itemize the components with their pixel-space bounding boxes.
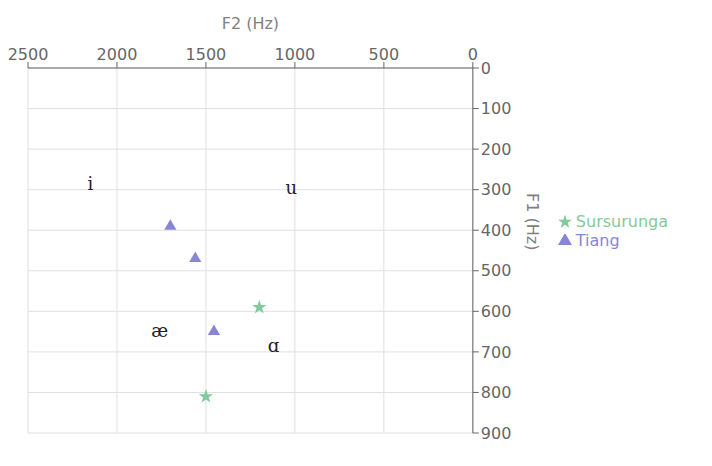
svg-text:0: 0 [481, 59, 491, 78]
svg-text:800: 800 [481, 383, 512, 402]
svg-text:0: 0 [468, 45, 478, 64]
svg-text:2500: 2500 [8, 45, 48, 64]
svg-text:200: 200 [481, 140, 512, 159]
svg-text:2000: 2000 [97, 45, 138, 64]
svg-text:F2 (Hz): F2 (Hz) [222, 14, 279, 33]
svg-text:F1 (Hz): F1 (Hz) [523, 193, 542, 250]
svg-text:1500: 1500 [186, 45, 227, 64]
svg-text:300: 300 [481, 180, 512, 199]
svg-text:1000: 1000 [275, 45, 316, 64]
svg-text:æ: æ [151, 320, 168, 341]
svg-text:100: 100 [481, 99, 512, 118]
html-text:Tiang: Tiang [575, 230, 620, 250]
html-text:Sursurunga: Sursurunga [575, 211, 668, 231]
svg-text:ɑ: ɑ [268, 335, 280, 356]
svg-text:u: u [286, 177, 298, 198]
svg-text:700: 700 [481, 343, 512, 362]
svg-text:500: 500 [481, 261, 512, 280]
svg-text:400: 400 [481, 221, 512, 240]
svg-text:500: 500 [369, 45, 400, 64]
svg-text:i: i [87, 173, 93, 194]
svg-text:600: 600 [481, 302, 512, 321]
svg-text:900: 900 [481, 424, 512, 443]
